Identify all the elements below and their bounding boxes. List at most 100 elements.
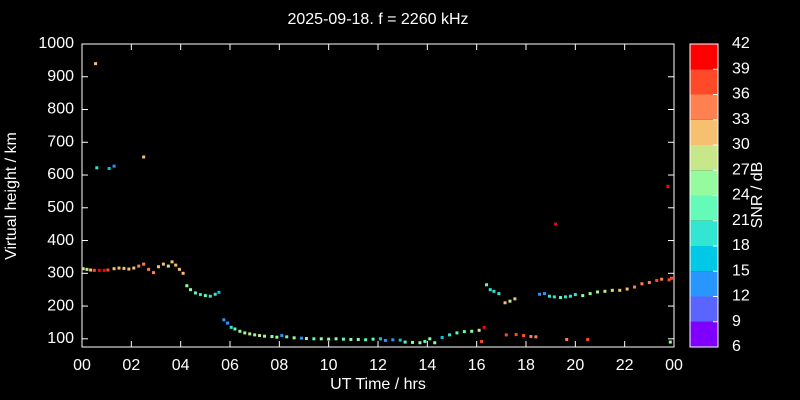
data-point [470, 329, 474, 333]
data-point [97, 268, 101, 272]
data-point [170, 260, 174, 264]
colorbar-tick-label: 6 [732, 338, 741, 355]
data-point [248, 332, 252, 336]
colorbar-band [690, 94, 718, 120]
data-point [356, 337, 360, 341]
data-point [106, 268, 110, 272]
data-point [440, 336, 444, 340]
data-point [193, 291, 197, 295]
data-point [497, 292, 501, 296]
data-point [529, 335, 533, 339]
data-point [280, 334, 284, 338]
x-tick-label: 08 [270, 357, 288, 374]
data-point [270, 335, 274, 339]
data-point [573, 293, 577, 297]
data-point [117, 266, 121, 270]
data-point [508, 299, 512, 303]
data-point [89, 268, 93, 272]
x-axis-label: UT Time / hrs [330, 376, 426, 393]
data-point [222, 318, 226, 322]
y-tick-label: 1000 [38, 35, 74, 52]
data-point [462, 330, 466, 334]
data-point [341, 337, 345, 341]
colorbar-tick-label: 36 [732, 86, 750, 103]
x-tick-label: 12 [369, 357, 387, 374]
data-point [448, 333, 452, 337]
colorbar-band [690, 69, 718, 95]
data-point [660, 277, 664, 281]
x-tick-label: 18 [517, 357, 535, 374]
data-point [327, 337, 331, 341]
data-point [189, 288, 193, 292]
colorbar-tick-label: 12 [732, 288, 750, 305]
data-point [668, 340, 672, 344]
colorbar-tick-label: 39 [732, 60, 750, 77]
data-point [198, 293, 202, 297]
y-tick-label: 800 [47, 101, 74, 118]
data-point [112, 267, 116, 271]
data-point [137, 264, 141, 268]
y-axis-label: Virtual height / km [3, 132, 20, 260]
colorbar-band [690, 170, 718, 196]
data-point [378, 337, 382, 341]
data-point [633, 285, 637, 289]
data-point [304, 336, 308, 340]
data-point [554, 222, 558, 226]
colorbar-band [690, 145, 718, 171]
data-point [94, 62, 98, 66]
colorbar-band [690, 296, 718, 322]
data-point [275, 335, 279, 339]
data-point [547, 294, 551, 298]
colorbar-band [690, 246, 718, 272]
data-point [455, 331, 459, 335]
colorbar-tick-label: 21 [732, 212, 750, 229]
data-point [534, 335, 538, 339]
colorbar-band [690, 195, 718, 221]
data-point [538, 292, 542, 296]
data-point [391, 338, 395, 342]
data-point [253, 333, 257, 337]
x-tick-label: 04 [172, 357, 190, 374]
data-point [655, 279, 659, 283]
data-point [92, 268, 96, 272]
data-point [581, 294, 585, 298]
data-point [398, 338, 402, 342]
data-point [334, 337, 338, 341]
y-tick-label: 700 [47, 133, 74, 150]
data-point [488, 288, 492, 292]
data-point [102, 268, 106, 272]
data-point [300, 336, 304, 340]
colorbar-tick-label: 30 [732, 136, 750, 153]
data-point [568, 294, 572, 298]
x-tick-label: 02 [122, 357, 140, 374]
data-point [559, 296, 563, 300]
data-point [81, 267, 85, 271]
data-point [238, 329, 242, 333]
data-point [174, 263, 178, 267]
data-point [596, 290, 600, 294]
data-point [258, 334, 262, 338]
data-point [485, 283, 489, 287]
x-tick-label: 16 [468, 357, 486, 374]
data-point [132, 266, 136, 270]
colorbar-tick-label: 33 [732, 111, 750, 128]
data-point [349, 337, 353, 341]
data-point [142, 262, 146, 266]
data-point [263, 334, 267, 338]
data-point [625, 287, 629, 291]
data-point [217, 290, 221, 294]
data-point [610, 288, 614, 292]
y-tick-label: 300 [47, 265, 74, 282]
y-tick-label: 600 [47, 166, 74, 183]
data-point [285, 335, 289, 339]
data-point [543, 292, 546, 296]
data-point [563, 295, 567, 299]
data-point [586, 337, 590, 341]
data-point [411, 340, 415, 344]
data-point [640, 282, 644, 286]
x-tick-label: 10 [320, 357, 338, 374]
data-point [477, 328, 481, 332]
x-tick-label: 00 [665, 357, 683, 374]
